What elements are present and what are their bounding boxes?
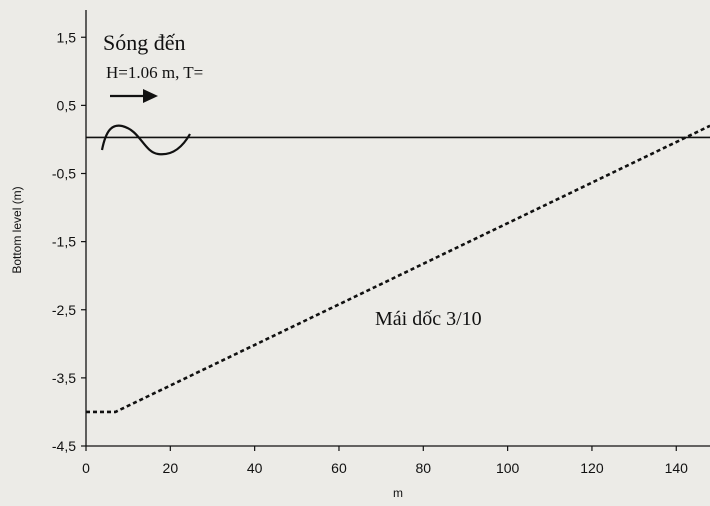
y-tick-label: -0,5 bbox=[52, 166, 76, 182]
x-tick-label: 60 bbox=[331, 460, 347, 476]
x-tick-label: 100 bbox=[496, 460, 520, 476]
axes: 1,5 0,5 -0,5 -1,5 -2,5 -3,5 -4,5 0 20 40 60 80 100 12… bbox=[52, 10, 710, 476]
wave-params-annotation: H=1.06 m, T= bbox=[106, 63, 203, 82]
y-tick-label: -2,5 bbox=[52, 302, 76, 318]
x-tick-label: 120 bbox=[580, 460, 604, 476]
y-tick-label: 0,5 bbox=[57, 97, 77, 113]
wave-title-annotation: Sóng đến bbox=[103, 30, 186, 55]
y-tick-label: -1,5 bbox=[52, 234, 76, 250]
y-axis-title: Bottom level (m) bbox=[10, 186, 24, 273]
x-axis-title: m bbox=[393, 486, 403, 500]
bottom-profile-line bbox=[86, 124, 710, 414]
wave-sketch-icon bbox=[100, 124, 191, 156]
wave-direction-arrow-icon bbox=[110, 89, 158, 103]
y-tick-label: -3,5 bbox=[52, 370, 76, 386]
x-tick-label: 80 bbox=[416, 460, 432, 476]
x-tick-label: 0 bbox=[82, 460, 90, 476]
x-tick-label: 20 bbox=[163, 460, 179, 476]
y-tick-label: -4,5 bbox=[52, 438, 76, 454]
y-tick-label: 1,5 bbox=[57, 29, 77, 45]
x-tick-label: 140 bbox=[665, 460, 689, 476]
series-layer bbox=[86, 124, 710, 414]
slope-annotation: Mái dốc 3/10 bbox=[375, 308, 482, 330]
x-tick-label: 40 bbox=[247, 460, 263, 476]
